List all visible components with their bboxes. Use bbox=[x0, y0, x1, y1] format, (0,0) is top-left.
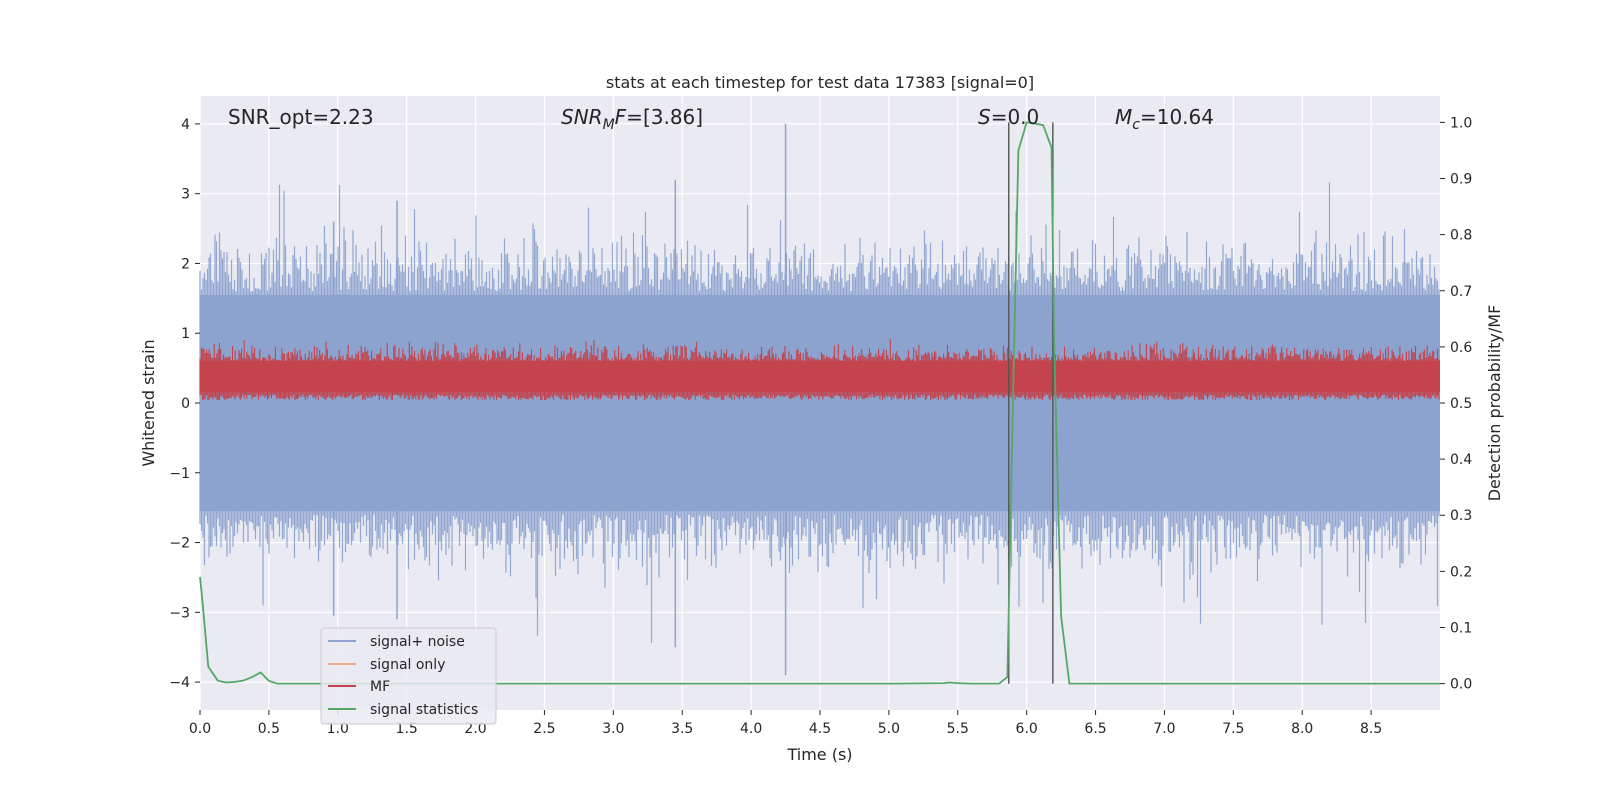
x-tick-label: 4.0 bbox=[740, 721, 762, 737]
y-right-tick-label: 0.9 bbox=[1450, 172, 1472, 188]
x-tick-label: 6.0 bbox=[1016, 721, 1038, 737]
x-tick-label: 0.5 bbox=[258, 721, 280, 737]
y-left-tick-label: −4 bbox=[169, 675, 190, 691]
y-left-tick-label: −1 bbox=[169, 466, 190, 482]
legend-box bbox=[320, 627, 497, 725]
x-tick-label: 3.0 bbox=[602, 721, 624, 737]
legend-label-signal-only: signal only bbox=[370, 657, 445, 673]
y-axis-left-label: Whitened strain bbox=[139, 339, 158, 466]
mf-core bbox=[200, 360, 1440, 392]
y-left-tick-label: 4 bbox=[181, 117, 190, 133]
legend-label-mf: MF bbox=[370, 679, 390, 695]
x-tick-label: 6.5 bbox=[1084, 721, 1106, 737]
legend-label-signal-noise: signal+ noise bbox=[370, 634, 465, 650]
x-tick-label: 3.5 bbox=[671, 721, 693, 737]
signal-noise-series bbox=[199, 123, 1440, 676]
y-right-tick-label: 0.4 bbox=[1450, 452, 1472, 468]
mc-value: 10.64 bbox=[1157, 105, 1214, 129]
snr-mf-value: [3.86] bbox=[643, 105, 703, 129]
x-tick-label: 5.5 bbox=[947, 721, 969, 737]
y-right-tick-label: 0.0 bbox=[1450, 677, 1472, 693]
y-left-tick-label: −2 bbox=[169, 536, 190, 552]
y-axis-right-label: Detection probability/MF bbox=[1485, 305, 1504, 502]
x-tick-label: 0.0 bbox=[189, 721, 211, 737]
x-tick-label: 7.5 bbox=[1222, 721, 1244, 737]
y-right-tick-label: 1.0 bbox=[1450, 115, 1472, 131]
x-tick-label: 8.5 bbox=[1360, 721, 1382, 737]
y-left-tick-label: 3 bbox=[181, 187, 190, 203]
y-left-tick-label: 1 bbox=[181, 326, 190, 342]
y-axis-left-ticks: −4 −3 −2 −1 0 1 2 3 4 bbox=[169, 117, 200, 691]
y-right-tick-label: 0.6 bbox=[1450, 340, 1472, 356]
y-right-tick-label: 0.2 bbox=[1450, 564, 1472, 580]
signal-statistics-line bbox=[199, 121, 1440, 685]
x-tick-label: 7.0 bbox=[1153, 721, 1175, 737]
mf-series bbox=[199, 339, 1440, 401]
x-tick-label: 4.5 bbox=[809, 721, 831, 737]
y-left-tick-label: 2 bbox=[181, 256, 190, 272]
y-right-tick-label: 0.5 bbox=[1450, 396, 1472, 412]
s-value: 0.0 bbox=[1007, 105, 1039, 129]
y-right-tick-label: 0.8 bbox=[1450, 228, 1472, 244]
x-tick-label: 5.0 bbox=[878, 721, 900, 737]
y-axis-right-ticks: 0.0 0.1 0.2 0.3 0.4 0.5 0.6 0.7 0.8 0.9 1.0 bbox=[1440, 115, 1472, 693]
x-tick-label: 8.0 bbox=[1291, 721, 1313, 737]
x-axis-ticks: 0.0 0.5 1.0 1.5 2.0 2.5 3.0 3.5 4.0 4.5 5.0 5.5 6.0 6… bbox=[189, 710, 1382, 737]
x-tick-label: 1.5 bbox=[396, 721, 418, 737]
y-left-tick-label: −3 bbox=[169, 605, 190, 621]
y-left-tick-label: 0 bbox=[181, 396, 190, 412]
y-right-tick-label: 0.3 bbox=[1450, 508, 1472, 524]
y-right-tick-label: 0.1 bbox=[1450, 620, 1472, 636]
legend-label-signal-statistics: signal statistics bbox=[370, 702, 478, 718]
signal-noise-core bbox=[200, 294, 1440, 512]
x-axis-label: Time (s) bbox=[786, 745, 852, 764]
x-tick-label: 1.0 bbox=[327, 721, 349, 737]
x-tick-label: 2.5 bbox=[533, 721, 555, 737]
x-tick-label: 2.0 bbox=[464, 721, 486, 737]
legend: signal+ noise signal only MF signal stat… bbox=[320, 627, 497, 725]
annotation-snr-mf: SNRMF=[3.86] bbox=[561, 105, 703, 133]
annotation-mc: Mc=10.64 bbox=[1115, 105, 1214, 133]
chart-title: stats at each timestep for test data 173… bbox=[606, 73, 1034, 92]
annotation-s: S=0.0 bbox=[978, 105, 1039, 129]
y-right-tick-label: 0.7 bbox=[1450, 284, 1472, 300]
annotation-snr-opt: SNR_opt=2.23 bbox=[228, 105, 374, 129]
